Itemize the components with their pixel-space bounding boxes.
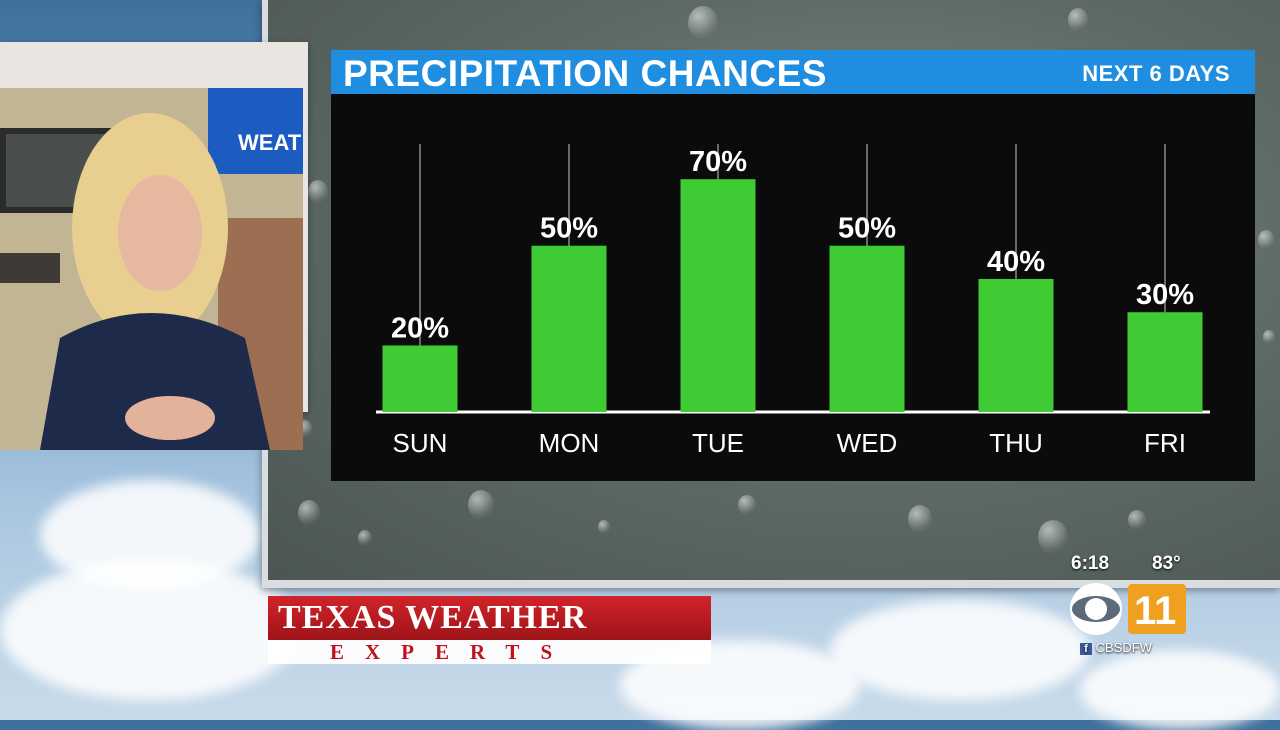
bar-value-label: 50% — [838, 213, 896, 245]
bar-thu — [978, 278, 1054, 412]
bar-fri — [1127, 312, 1203, 412]
show-subtitle-banner — [268, 640, 711, 664]
presenter-inset: WEAT — [0, 42, 308, 450]
rain-drop — [1128, 510, 1146, 530]
presenter-hand — [125, 396, 215, 440]
social-handle-text: CBSDFW — [1095, 640, 1152, 655]
chart-title: PRECIPITATION CHANCES — [343, 53, 827, 94]
show-title-banner — [268, 596, 711, 640]
rain-drop — [908, 505, 932, 533]
show-subtitle: EXPERTS — [330, 640, 574, 664]
rain-drop — [358, 530, 372, 546]
rain-drop — [1263, 330, 1275, 344]
temperature: 83° — [1152, 553, 1181, 574]
chart-subtitle: NEXT 6 DAYS — [1082, 61, 1230, 86]
x-tick-label: TUE — [692, 428, 744, 458]
rain-drop — [598, 520, 610, 534]
cloud — [830, 600, 1090, 700]
x-tick-label: MON — [539, 428, 600, 458]
rain-drop — [738, 495, 756, 515]
cloud — [1080, 650, 1280, 730]
rain-drop — [1068, 8, 1088, 32]
cbs-11-logo: 11 — [1070, 583, 1186, 635]
x-tick-label: FRI — [1144, 428, 1186, 458]
x-tick-label: WED — [837, 428, 898, 458]
precipitation-bar-chart: 20% SUN 50% MON 70% TUE 50% WED 40% THU 30% FRI — [376, 144, 1210, 458]
presenter-video: WEAT — [0, 88, 303, 450]
chart-panel — [331, 50, 1255, 481]
channel-11-badge — [1128, 584, 1186, 634]
presenter-illustration: WEAT — [0, 88, 303, 450]
wall-screen — [208, 88, 303, 174]
clock: 6:18 — [1071, 553, 1110, 574]
rain-drop — [688, 6, 718, 40]
facebook-icon: f — [1080, 643, 1092, 655]
bar-value-label: 30% — [1136, 279, 1194, 311]
bar-value-label: 70% — [689, 146, 747, 178]
svg-text:11: 11 — [1134, 589, 1176, 633]
x-tick-label: THU — [989, 428, 1042, 458]
rain-drop — [1038, 520, 1068, 554]
bar-tue — [680, 179, 756, 412]
chart-header — [331, 50, 1255, 94]
presenter-face — [118, 175, 202, 291]
rain-drop — [298, 500, 320, 526]
cloud — [0, 560, 300, 700]
x-tick-label: SUN — [393, 428, 448, 458]
rain-drop — [308, 180, 328, 204]
bar-value-label: 40% — [987, 246, 1045, 278]
bar-value-label: 50% — [540, 213, 598, 245]
wall-screen-text: WEAT — [238, 130, 302, 155]
rain-drop — [1258, 230, 1274, 250]
show-title: TEXAS WEATHER — [278, 599, 588, 636]
bar-sun — [382, 345, 458, 412]
bar-mon — [531, 245, 607, 412]
social-handle: f CBSDFW — [1080, 640, 1152, 655]
bar-wed — [829, 245, 905, 412]
bar-value-label: 20% — [391, 312, 449, 344]
rain-drop — [468, 490, 494, 520]
